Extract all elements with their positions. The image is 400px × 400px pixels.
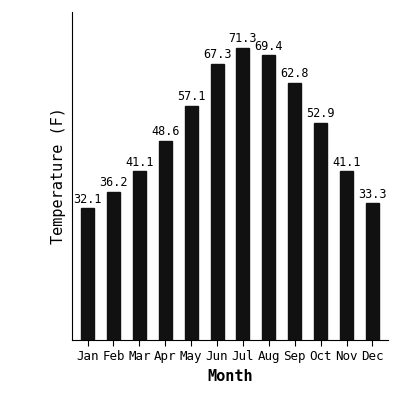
Bar	[81, 208, 94, 340]
Text: 41.1: 41.1	[125, 156, 154, 169]
Bar	[340, 172, 353, 340]
Text: 57.1: 57.1	[177, 90, 205, 103]
Text: 32.1: 32.1	[73, 192, 102, 206]
Bar	[107, 192, 120, 340]
Text: 62.8: 62.8	[280, 67, 309, 80]
Y-axis label: Temperature (F): Temperature (F)	[52, 108, 66, 244]
Bar	[262, 56, 275, 340]
Text: 41.1: 41.1	[332, 156, 361, 169]
Text: 36.2: 36.2	[99, 176, 128, 189]
Bar	[236, 48, 250, 340]
Text: 71.3: 71.3	[229, 32, 257, 45]
Bar	[366, 204, 379, 340]
Text: 48.6: 48.6	[151, 125, 180, 138]
Text: 52.9: 52.9	[306, 107, 335, 120]
Text: 67.3: 67.3	[203, 48, 231, 61]
Bar	[159, 141, 172, 340]
Bar	[210, 64, 224, 340]
Text: 69.4: 69.4	[255, 40, 283, 52]
Bar	[185, 106, 198, 340]
Bar	[288, 82, 301, 340]
Bar	[314, 123, 327, 340]
Bar	[133, 172, 146, 340]
X-axis label: Month: Month	[207, 369, 253, 384]
Text: 33.3: 33.3	[358, 188, 387, 201]
